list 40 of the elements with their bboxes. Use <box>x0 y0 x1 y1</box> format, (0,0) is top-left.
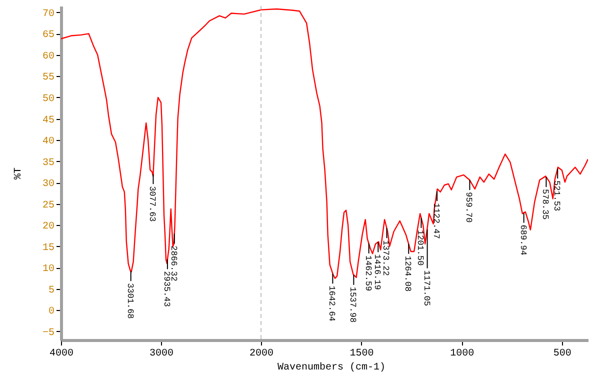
y-tick-label: 70 <box>42 8 54 20</box>
y-tick-label: 60 <box>42 51 54 62</box>
annotation: 959.70 <box>464 192 474 223</box>
annotation: 1642.64 <box>326 286 337 322</box>
x-tick-label: 3000 <box>149 348 174 360</box>
y-tick-label: 5 <box>48 285 54 296</box>
annotation: 1416.19 <box>372 254 382 290</box>
annotation: 1171.05 <box>421 270 432 306</box>
x-tick-label: 2000 <box>249 348 274 360</box>
annotation: 1373.22 <box>380 240 391 276</box>
annotation: 1122.47 <box>431 203 442 239</box>
x-tick-label: 1500 <box>350 348 374 360</box>
y-tick-label: 20 <box>42 222 54 233</box>
y-tick-label: 25 <box>42 200 54 212</box>
y-tick-label: 10 <box>42 264 54 276</box>
annotation: 689.94 <box>518 224 528 256</box>
y-tick-label: 55 <box>42 72 54 84</box>
y-tick-label: 40 <box>42 136 54 148</box>
annotation: 3077.63 <box>147 186 158 222</box>
y-tick-label: 50 <box>42 94 54 105</box>
x-tick-label: 1000 <box>450 348 474 360</box>
annotation: 521.53 <box>552 180 562 212</box>
annotation: 1462.59 <box>362 255 373 292</box>
annotation: 3301.68 <box>124 283 135 319</box>
x-axis-title: Wavenumbers (cm-1) <box>278 362 386 374</box>
y-tick-label: 15 <box>42 242 54 254</box>
y-tick-label: 45 <box>42 115 54 126</box>
x-tick-label: 500 <box>553 348 572 360</box>
annotation: 1264.08 <box>402 256 413 292</box>
annotation: 1201.50 <box>415 230 426 266</box>
annotation: 578.35 <box>540 189 550 220</box>
y-tick-label: 30 <box>42 179 54 190</box>
y-tick-label: 0 <box>48 306 54 318</box>
y-tick-label: 65 <box>42 30 54 42</box>
annotation: 1537.98 <box>348 286 358 323</box>
x-tick-label: 4000 <box>49 348 74 360</box>
annotation: 2935.43 <box>161 271 172 307</box>
y-axis-title: %T <box>14 167 24 180</box>
y-tick-label: −5 <box>42 328 54 339</box>
y-tick-label: 35 <box>42 158 54 169</box>
